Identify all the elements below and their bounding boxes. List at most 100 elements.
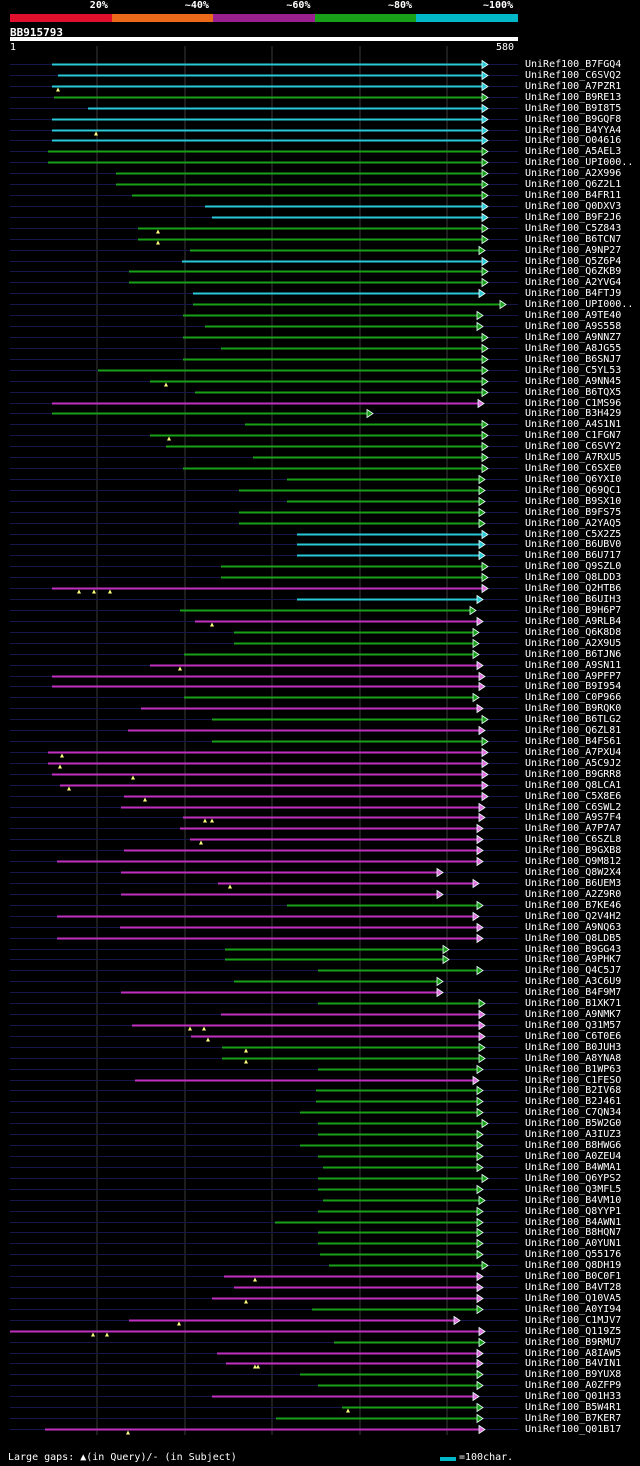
hit-row[interactable]	[10, 900, 518, 911]
hit-row[interactable]	[10, 365, 518, 376]
hit-row[interactable]	[10, 212, 518, 223]
hit-row[interactable]	[10, 1020, 518, 1031]
hit-row[interactable]	[10, 834, 518, 845]
hit-label[interactable]: UniRef100_B4WMA1	[525, 1161, 622, 1173]
hit-label[interactable]: UniRef100_A7RXU5	[525, 451, 622, 463]
hit-row[interactable]	[10, 1358, 518, 1369]
hit-row[interactable]	[10, 441, 518, 452]
hit-row[interactable]	[10, 1151, 518, 1162]
hit-label[interactable]: UniRef100_B6UEM3	[525, 877, 622, 889]
hit-row[interactable]	[10, 507, 518, 518]
hit-label[interactable]: UniRef100_UPI000..	[525, 298, 634, 310]
hit-row[interactable]	[10, 1075, 518, 1086]
hit-row[interactable]	[10, 1260, 518, 1271]
hit-row[interactable]	[10, 92, 518, 103]
hit-label[interactable]: UniRef100_C1FGN7	[525, 429, 622, 441]
hit-row[interactable]	[10, 922, 518, 933]
hit-label[interactable]: UniRef100_Q6YPS2	[525, 1172, 622, 1184]
hit-label[interactable]: UniRef100_C1MJV7	[525, 1314, 622, 1326]
hit-label[interactable]: UniRef100_C6T0E6	[525, 1030, 622, 1042]
hit-label[interactable]: UniRef100_Q8LCA1	[525, 779, 622, 791]
hit-row[interactable]	[10, 987, 518, 998]
hit-row[interactable]	[10, 1249, 518, 1260]
hit-label[interactable]: UniRef100_A2X9U5	[525, 637, 622, 649]
hit-label[interactable]: UniRef100_B8HQN7	[525, 1226, 622, 1238]
hit-label[interactable]: UniRef100_B9I954	[525, 680, 622, 692]
hit-label[interactable]: UniRef100_B2J461	[525, 1095, 622, 1107]
hit-row[interactable]	[10, 769, 518, 780]
hit-label[interactable]: UniRef100_B0C0F1	[525, 1270, 622, 1282]
hit-row[interactable]	[10, 1140, 518, 1151]
hit-row[interactable]	[10, 114, 518, 125]
hit-label[interactable]: UniRef100_A3C6U9	[525, 975, 622, 987]
hit-label[interactable]: UniRef100_C6SZL8	[525, 833, 622, 845]
hit-label[interactable]: UniRef100_Q2HTB6	[525, 582, 622, 594]
hit-label[interactable]: UniRef100_A2Z9R0	[525, 888, 622, 900]
hit-row[interactable]	[10, 1326, 518, 1337]
hit-row[interactable]	[10, 408, 518, 419]
hit-label[interactable]: UniRef100_A8IAW5	[525, 1347, 622, 1359]
hit-row[interactable]	[10, 474, 518, 485]
hit-label[interactable]: UniRef100_B2IV68	[525, 1084, 622, 1096]
hit-label[interactable]: UniRef100_Q4C5J7	[525, 964, 622, 976]
hit-row[interactable]	[10, 518, 518, 529]
hit-row[interactable]	[10, 1348, 518, 1359]
hit-row[interactable]	[10, 1064, 518, 1075]
hit-label[interactable]: UniRef100_A8YNA8	[525, 1052, 622, 1064]
hit-row[interactable]	[10, 1337, 518, 1348]
hit-row[interactable]	[10, 201, 518, 212]
hit-row[interactable]	[10, 266, 518, 277]
hit-row[interactable]	[10, 572, 518, 583]
hit-row[interactable]	[10, 1238, 518, 1249]
hit-row[interactable]	[10, 911, 518, 922]
hit-row[interactable]	[10, 823, 518, 834]
hit-row[interactable]	[10, 944, 518, 955]
hit-label[interactable]: UniRef100_Q5Z6P4	[525, 255, 622, 267]
hit-row[interactable]	[10, 736, 518, 747]
hit-row[interactable]	[10, 954, 518, 965]
hit-label[interactable]: UniRef100_Q0DXV3	[525, 200, 622, 212]
hit-row[interactable]	[10, 103, 518, 114]
hit-label[interactable]: UniRef100_A9NMK7	[525, 1008, 622, 1020]
hit-row[interactable]	[10, 1162, 518, 1173]
hit-label[interactable]: UniRef100_C5X8E6	[525, 790, 622, 802]
hit-label[interactable]: UniRef100_A9S558	[525, 320, 622, 332]
hit-row[interactable]	[10, 288, 518, 299]
hit-label[interactable]: UniRef100_A9RLB4	[525, 615, 622, 627]
hit-label[interactable]: UniRef100_B9GG43	[525, 943, 622, 955]
hit-label[interactable]: UniRef100_A0ZFP9	[525, 1379, 622, 1391]
hit-label[interactable]: UniRef100_B6TQX5	[525, 386, 622, 398]
hit-row[interactable]	[10, 223, 518, 234]
hit-label[interactable]: UniRef100_Q6ZL81	[525, 724, 622, 736]
hit-row[interactable]	[10, 496, 518, 507]
hit-row[interactable]	[10, 1282, 518, 1293]
hit-row[interactable]	[10, 1173, 518, 1184]
hit-label[interactable]: UniRef100_Q01H33	[525, 1390, 622, 1402]
hit-row[interactable]	[10, 387, 518, 398]
hit-label[interactable]: UniRef100_A9PHK7	[525, 953, 622, 965]
hit-row[interactable]	[10, 791, 518, 802]
hit-label[interactable]: UniRef100_B4F9M7	[525, 986, 622, 998]
hit-label[interactable]: UniRef100_B1XK71	[525, 997, 622, 1009]
hit-row[interactable]	[10, 649, 518, 660]
hit-label[interactable]: UniRef100_O04616	[525, 134, 622, 146]
hit-row[interactable]	[10, 168, 518, 179]
hit-label[interactable]: UniRef100_A7PXU4	[525, 746, 622, 758]
hit-row[interactable]	[10, 376, 518, 387]
hit-label[interactable]: UniRef100_UPI000..	[525, 156, 634, 168]
hit-row[interactable]	[10, 135, 518, 146]
hit-label[interactable]: UniRef100_A9SN11	[525, 659, 622, 671]
hit-row[interactable]	[10, 1315, 518, 1326]
hit-row[interactable]	[10, 125, 518, 136]
hit-row[interactable]	[10, 1304, 518, 1315]
hit-row[interactable]	[10, 605, 518, 616]
hit-label[interactable]: UniRef100_B4FS61	[525, 735, 622, 747]
hit-label[interactable]: UniRef100_A9NP27	[525, 244, 622, 256]
hit-row[interactable]	[10, 529, 518, 540]
hit-label[interactable]: UniRef100_A5C9J2	[525, 757, 622, 769]
hit-row[interactable]	[10, 1118, 518, 1129]
hit-label[interactable]: UniRef100_B4VM10	[525, 1194, 622, 1206]
hit-label[interactable]: UniRef100_A8JG55	[525, 342, 622, 354]
hit-label[interactable]: UniRef100_A0YI94	[525, 1303, 622, 1315]
hit-row[interactable]	[10, 419, 518, 430]
